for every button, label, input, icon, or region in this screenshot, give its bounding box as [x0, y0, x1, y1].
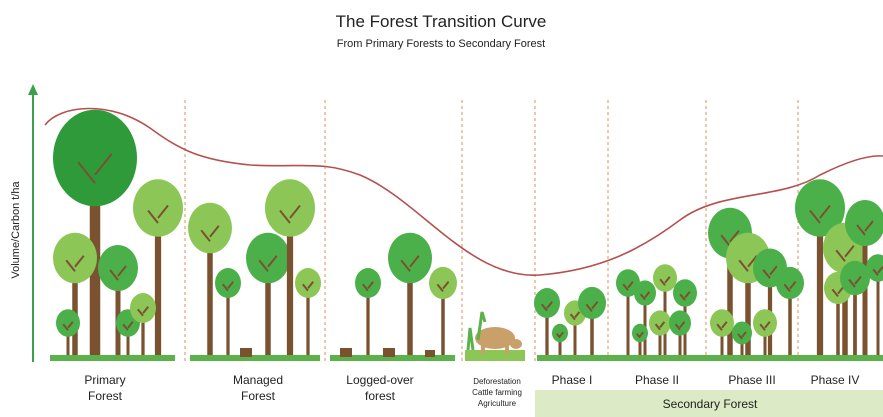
canopy [732, 322, 752, 345]
stage-label: Phase III [728, 373, 775, 387]
tree [215, 268, 241, 358]
stage-label: Forest [241, 389, 276, 403]
stage-label: Forest [88, 389, 123, 403]
tree [669, 310, 691, 358]
canopy [552, 324, 568, 342]
stage-label: Phase I [552, 373, 593, 387]
y-axis-label: Volume/Carbon t/ha [10, 181, 22, 279]
canopy [632, 324, 648, 342]
stage-label: Phase IV [811, 373, 860, 387]
canopy [215, 268, 241, 298]
tree [552, 324, 568, 358]
canopy [776, 267, 804, 299]
tree [355, 268, 381, 358]
canopy [265, 179, 315, 237]
canopy [53, 110, 137, 207]
canopy [673, 279, 697, 307]
tree [753, 309, 777, 358]
subtitle: From Primary Forests to Secondary Forest [337, 38, 545, 50]
canopy [56, 309, 80, 337]
canopy [388, 233, 432, 284]
tree [616, 269, 640, 358]
stage-label: Managed [233, 373, 283, 387]
canopy [534, 288, 560, 318]
canopy [669, 310, 691, 335]
stage-label: Logged-over [346, 373, 413, 387]
ground [50, 350, 883, 361]
stage-label: Deforestation [473, 377, 521, 386]
diagram: The Forest Transition Curve From Primary… [0, 0, 883, 417]
canopy [653, 264, 677, 292]
canopy [295, 268, 321, 298]
tree [388, 233, 432, 358]
canopy [133, 179, 183, 237]
canopy [753, 309, 777, 337]
axis-arrow [28, 84, 38, 95]
canopy [130, 293, 156, 323]
stage-label: Phase II [635, 373, 679, 387]
canopy [649, 310, 671, 335]
canopy [710, 309, 734, 337]
canopy [634, 280, 656, 305]
canopy [840, 261, 870, 296]
cattle [468, 312, 522, 354]
canopy [429, 267, 457, 299]
tree [429, 267, 457, 358]
stage-label: forest [365, 389, 396, 403]
tree [133, 179, 183, 358]
canopy [246, 233, 290, 284]
stage-label: Cattle farming [472, 388, 522, 397]
tree [295, 268, 321, 358]
canopy [98, 245, 138, 291]
stage-label: Primary [84, 373, 125, 387]
tree [866, 254, 883, 358]
tree [246, 233, 290, 358]
trees [53, 110, 883, 358]
canopy [355, 268, 381, 298]
tree [649, 310, 671, 358]
canopy [53, 233, 97, 284]
canopy [578, 287, 606, 319]
secondary-label: Secondary Forest [663, 397, 758, 411]
tree [776, 267, 804, 358]
canopy [188, 203, 232, 254]
tree [753, 248, 787, 358]
stage-label: Agriculture [478, 399, 517, 408]
tree [534, 288, 560, 358]
title: The Forest Transition Curve [336, 12, 547, 31]
